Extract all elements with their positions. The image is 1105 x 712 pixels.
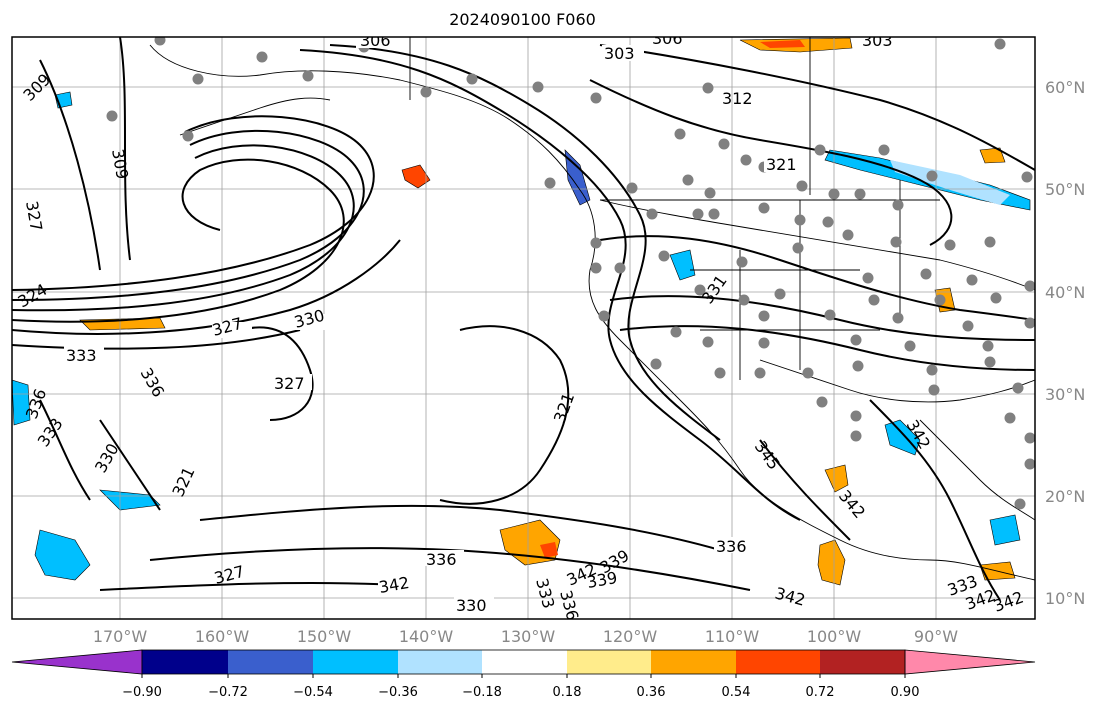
cyan-patch-gulf <box>884 419 921 456</box>
lon-label-100w: 100°W <box>807 627 862 646</box>
colorbar-segment-8 <box>736 650 820 674</box>
cyan-patch-wus <box>669 249 696 281</box>
colorbar-segment-1 <box>142 650 228 674</box>
contour-label: 333 <box>66 346 97 365</box>
colorbar-segment-2 <box>228 650 313 674</box>
cyan-patch-west <box>12 379 31 426</box>
contour-label: 312 <box>722 89 753 108</box>
colorbar-segment-5 <box>482 650 567 674</box>
cyan-patch-bc <box>564 149 591 206</box>
lat-label-50n: 50°N <box>1045 180 1085 199</box>
lon-label-170w: 170°W <box>93 627 148 646</box>
lon-label-140w: 140°W <box>399 627 454 646</box>
orange-patch-hudson <box>979 147 1006 164</box>
colorbar-segment-3 <box>313 650 398 674</box>
map-frame <box>11 36 1036 620</box>
colorbar-segment-7 <box>651 650 736 674</box>
lat-label-10n: 10°N <box>1045 589 1085 608</box>
colorbar-tick-label: −0.90 <box>122 685 162 700</box>
contour-label: 327 <box>274 374 305 393</box>
longitude-labels: 170°W 160°W 150°W 140°W 130°W 120°W 110°… <box>93 627 958 646</box>
contours <box>12 37 1035 601</box>
lon-label-110w: 110°W <box>705 627 760 646</box>
lon-label-130w: 130°W <box>501 627 556 646</box>
lightblue-patch-canada <box>890 160 1010 205</box>
colorbar-segment-6 <box>567 650 651 674</box>
shaded-patches <box>12 37 1031 586</box>
red-patch-gulf-alaska <box>401 164 431 189</box>
red-patch-north <box>760 40 805 48</box>
orange-patch-mexico2 <box>824 464 849 493</box>
colorbar-tick-label: 0.72 <box>806 685 835 700</box>
colorbar-segment-4 <box>398 650 482 674</box>
colorbar-tick-label: −0.36 <box>378 685 418 700</box>
contour-label: 306 <box>360 31 391 50</box>
lon-label-160w: 160°W <box>195 627 250 646</box>
lat-label-60n: 60°N <box>1045 78 1085 97</box>
colorbar-segment-10 <box>904 649 1036 675</box>
lat-label-20n: 20°N <box>1045 487 1085 506</box>
lat-label-30n: 30°N <box>1045 385 1085 404</box>
cyan-patch-caribbean <box>989 514 1021 546</box>
contour-label: 330 <box>456 596 487 615</box>
lon-label-150w: 150°W <box>297 627 352 646</box>
cyan-patch-south <box>99 489 161 511</box>
lat-label-40n: 40°N <box>1045 283 1085 302</box>
orange-patch-mexico <box>817 539 846 586</box>
colorbar-tick-label: 0.36 <box>637 685 666 700</box>
contour-label: 303 <box>862 31 893 50</box>
colorbar-tick-label: 0.90 <box>891 685 920 700</box>
colorbar-tick-label: −0.72 <box>208 685 248 700</box>
colorbar-tick-label: 0.18 <box>553 685 582 700</box>
colorbar-tick-label: 0.54 <box>722 685 751 700</box>
gridlines <box>12 37 1035 619</box>
contour-label: 303 <box>604 44 635 63</box>
latitude-labels: 60°N 50°N 40°N 30°N 20°N 10°N <box>1045 78 1085 608</box>
colorbar-tick-label: −0.18 <box>462 685 502 700</box>
contour-label: 336 <box>426 550 457 569</box>
contour-label: 306 <box>652 29 683 48</box>
contour-label: 336 <box>716 537 747 556</box>
colorbar-segment-9 <box>820 650 905 674</box>
colorbar-tick-label: −0.54 <box>293 685 333 700</box>
cyan-patch-southwest <box>34 529 91 581</box>
map-title: 2024090100 F060 <box>449 10 596 29</box>
colorbar: −0.90 −0.72 −0.54 −0.36 −0.18 0.18 0.36 … <box>11 649 1036 700</box>
lon-label-90w: 90°W <box>914 627 958 646</box>
contour-label: 321 <box>766 155 797 174</box>
red-patch-pacific <box>540 542 558 558</box>
lon-label-120w: 120°W <box>603 627 658 646</box>
colorbar-ticks <box>141 674 906 678</box>
colorbar-segment-0 <box>11 649 143 675</box>
station-markers <box>106 37 1035 510</box>
coastlines <box>149 37 1035 581</box>
